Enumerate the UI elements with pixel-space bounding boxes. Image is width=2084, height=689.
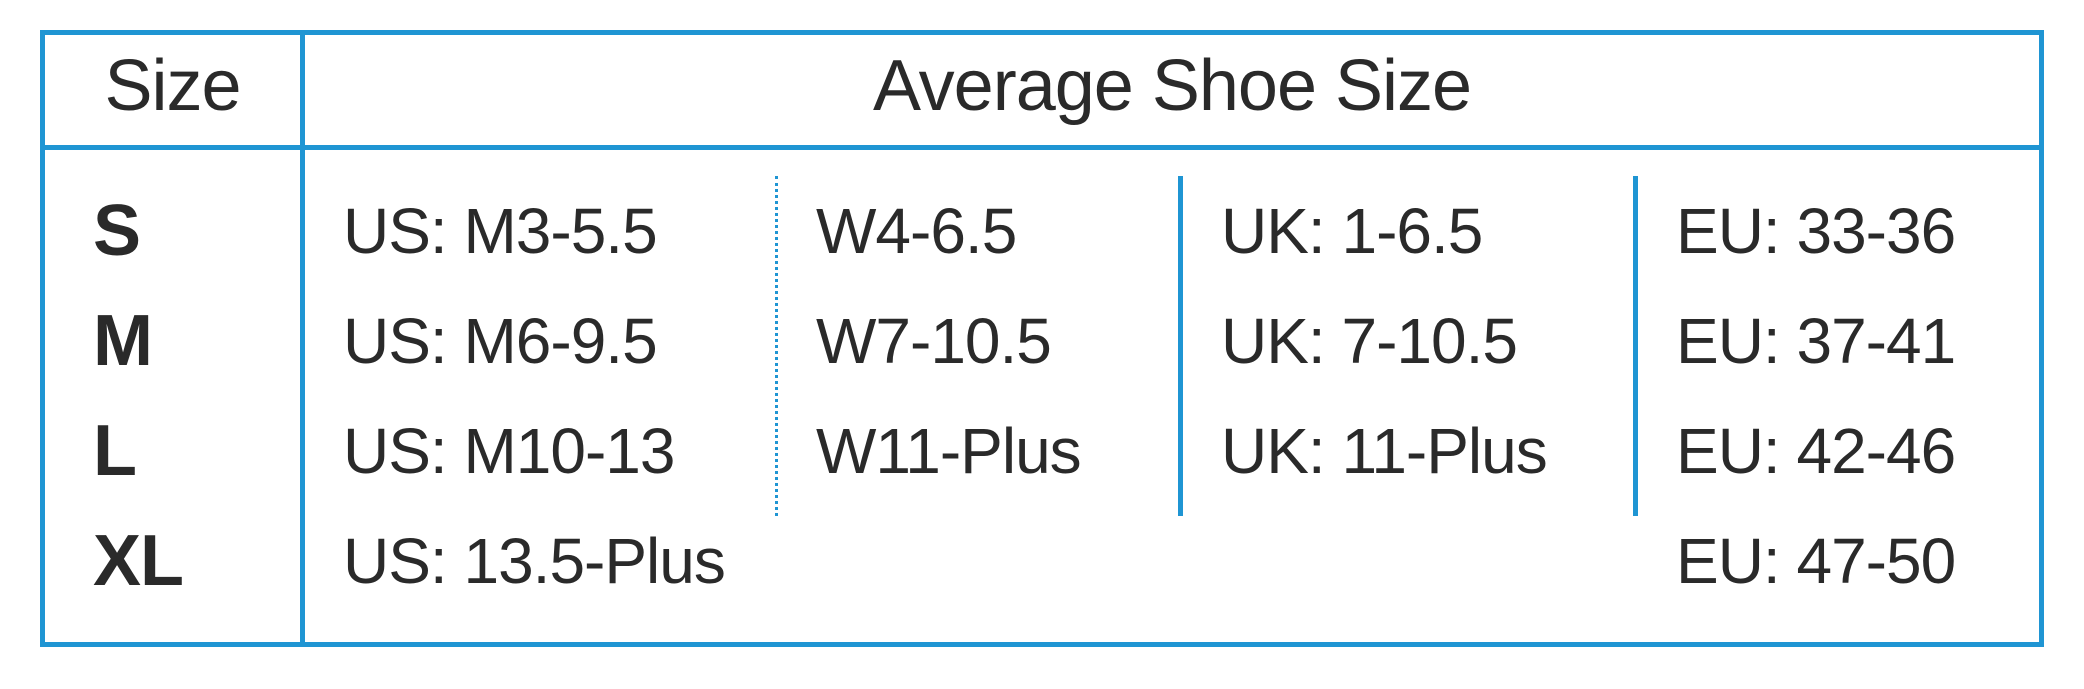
cell-us: US: M10-13	[343, 396, 775, 506]
cell-eu: EU: 33-36	[1676, 176, 2039, 286]
cell-eu: EU: 47-50	[1676, 506, 2039, 616]
cell-uk	[1221, 506, 1633, 616]
size-column: S M L XL	[45, 150, 305, 642]
uk-column: UK: 1-6.5 UK: 7-10.5 UK: 11-Plus	[1183, 150, 1633, 642]
data-columns: US: M3-5.5 US: M6-9.5 US: M10-13 US: 13.…	[305, 150, 2039, 642]
cell-w: W4-6.5	[816, 176, 1178, 286]
shoe-size-table: Size Average Shoe Size S M L XL US: M3-5…	[40, 30, 2044, 647]
cell-us: US: 13.5-Plus	[343, 506, 775, 616]
cell-w: W7-10.5	[816, 286, 1178, 396]
cell-us: US: M3-5.5	[343, 176, 775, 286]
eu-column: EU: 33-36 EU: 37-41 EU: 42-46 EU: 47-50	[1638, 150, 2039, 642]
us-column: US: M3-5.5 US: M6-9.5 US: M10-13 US: 13.…	[305, 150, 775, 642]
womens-column: W4-6.5 W7-10.5 W11-Plus	[778, 150, 1178, 642]
cell-w: W11-Plus	[816, 396, 1178, 506]
cell-uk: UK: 11-Plus	[1221, 396, 1633, 506]
cell-us: US: M6-9.5	[343, 286, 775, 396]
size-label: L	[93, 396, 300, 506]
cell-eu: EU: 37-41	[1676, 286, 2039, 396]
cell-eu: EU: 42-46	[1676, 396, 2039, 506]
size-label: M	[93, 286, 300, 396]
table-header: Size Average Shoe Size	[45, 35, 2039, 150]
cell-uk: UK: 7-10.5	[1221, 286, 1633, 396]
header-size: Size	[45, 35, 305, 145]
size-label: XL	[93, 506, 300, 616]
cell-uk: UK: 1-6.5	[1221, 176, 1633, 286]
table-body: S M L XL US: M3-5.5 US: M6-9.5 US: M10-1…	[45, 150, 2039, 642]
cell-w	[816, 506, 1178, 616]
header-average-shoe-size: Average Shoe Size	[305, 35, 2039, 145]
size-label: S	[93, 176, 300, 286]
